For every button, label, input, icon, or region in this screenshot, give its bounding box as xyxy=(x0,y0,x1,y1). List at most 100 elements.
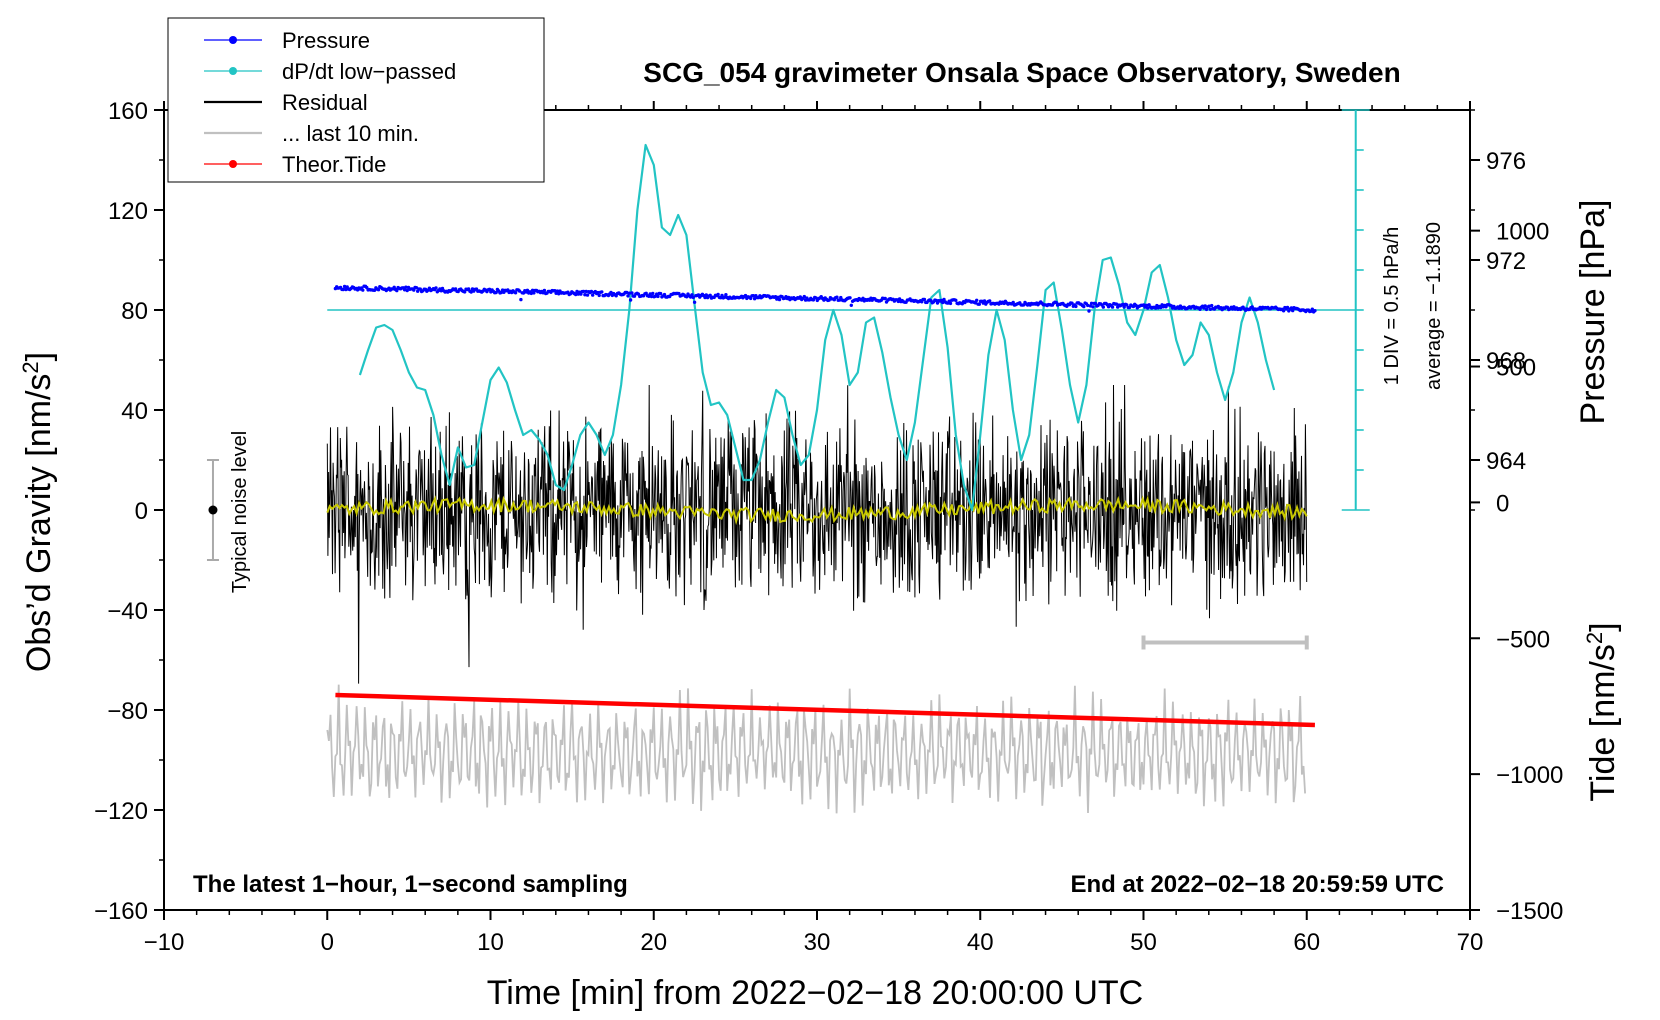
pressure-point xyxy=(1281,309,1286,313)
pressure-point xyxy=(597,293,601,298)
pressure-point xyxy=(1114,302,1119,306)
pressure-point xyxy=(1144,303,1149,307)
pressure-point xyxy=(1054,300,1059,305)
pressure-point xyxy=(691,295,695,300)
legend-label: dP/dt low−passed xyxy=(282,59,456,84)
y-tick-label: 40 xyxy=(121,398,148,425)
tide-tick-label: −1500 xyxy=(1496,898,1563,925)
pressure-point xyxy=(703,295,707,300)
series-layer xyxy=(326,143,1356,814)
pressure-point xyxy=(814,296,818,300)
legend-swatch-dot xyxy=(229,160,237,168)
pressure-point xyxy=(519,297,523,302)
pressure-point xyxy=(848,296,852,300)
pressure-point xyxy=(517,289,522,293)
chart-title: SCG_054 gravimeter Onsala Space Observat… xyxy=(643,57,1400,88)
x-tick-label: −10 xyxy=(144,929,185,956)
tide-axis-title-end: ] xyxy=(1584,622,1622,631)
pressure-point xyxy=(973,301,978,305)
series-last-10-min xyxy=(326,684,1306,814)
pressure-point xyxy=(513,291,518,295)
pressure-point xyxy=(553,289,557,293)
y-tick-label: 120 xyxy=(108,198,148,225)
pressure-tick-label: 972 xyxy=(1486,248,1526,275)
tide-tick-label: −500 xyxy=(1496,626,1550,653)
pressure-point xyxy=(751,294,755,298)
y-axis-title-main: Obs’d Gravity [nm/s xyxy=(20,374,58,673)
pressure-point xyxy=(1210,303,1214,308)
tide-axis-title: Tide [nm/s2] xyxy=(1582,622,1622,801)
pressure-point xyxy=(649,294,654,299)
y-tick-label: 80 xyxy=(121,298,148,325)
x-tick-label: 10 xyxy=(477,929,504,956)
pressure-point xyxy=(658,291,663,296)
pressure-point xyxy=(690,293,694,297)
tide-tick-label: 0 xyxy=(1496,490,1509,517)
scale-avg-label: average = −1.1890 xyxy=(1423,222,1445,390)
pressure-point xyxy=(555,289,560,293)
pressure-point xyxy=(1291,308,1295,313)
pressure-point xyxy=(529,291,533,296)
pressure-point xyxy=(402,288,407,292)
pressure-point xyxy=(1011,300,1015,305)
y-tick-label: −120 xyxy=(94,798,148,825)
pressure-point xyxy=(1208,307,1213,311)
pressure-point xyxy=(405,288,409,293)
pressure-point xyxy=(342,284,347,289)
y-tick-label: 0 xyxy=(135,498,148,525)
note-bottom-right: End at 2022−02−18 20:59:59 UTC xyxy=(1070,871,1444,898)
x-tick-label: 40 xyxy=(967,929,994,956)
tide-axis-title-main: Tide [nm/s xyxy=(1584,644,1622,801)
pressure-point xyxy=(372,288,377,292)
y-tick-label: 160 xyxy=(108,98,148,125)
x-tick-label: 60 xyxy=(1293,929,1320,956)
pressure-point xyxy=(977,302,981,306)
series-residual xyxy=(326,384,1308,684)
pressure-point xyxy=(861,296,865,300)
pressure-point xyxy=(414,286,419,290)
pressure-point xyxy=(630,291,634,295)
pressure-point xyxy=(1121,302,1125,307)
pressure-point xyxy=(722,295,727,299)
pressure-point xyxy=(954,298,958,302)
pressure-point xyxy=(506,288,510,292)
pressure-point xyxy=(648,292,652,296)
pressure-point xyxy=(948,301,953,306)
pressure-point xyxy=(579,292,583,296)
y-axis-title-end: ] xyxy=(20,352,58,361)
pressure-point xyxy=(883,296,887,301)
pressure-point xyxy=(798,295,802,299)
pressure-point xyxy=(656,294,660,299)
pressure-point xyxy=(627,291,631,295)
pressure-point xyxy=(922,297,927,302)
pressure-point xyxy=(344,287,348,292)
pressure-point xyxy=(1087,309,1091,313)
pressure-tick-label: 964 xyxy=(1486,448,1526,475)
axes-layer: −10 0 10 20 30 40 50 60 70 −160 −120 −80 −40 0 40 80 120… xyxy=(94,98,1563,956)
pressure-point xyxy=(525,288,530,292)
series-theor-tide xyxy=(335,692,1315,728)
pressure-point xyxy=(1153,306,1158,310)
series-pressure xyxy=(333,284,1317,314)
pressure-point xyxy=(1289,306,1294,310)
pressure-point xyxy=(708,293,712,297)
noise-label: Typical noise level xyxy=(229,431,251,593)
pressure-point xyxy=(837,298,842,302)
pressure-point xyxy=(1070,301,1074,305)
pressure-point xyxy=(1250,305,1254,309)
y-tick-label: −160 xyxy=(94,898,148,925)
legend-swatch-dot xyxy=(229,36,237,44)
pressure-point xyxy=(1088,304,1093,308)
pressure-point xyxy=(988,299,992,303)
pressure-point xyxy=(749,296,753,301)
pressure-point xyxy=(542,288,547,293)
pressure-point xyxy=(692,300,697,304)
pressure-point xyxy=(1159,305,1163,310)
legend-label: Pressure xyxy=(282,28,370,53)
pressure-point xyxy=(494,290,498,295)
pressure-point xyxy=(591,293,595,297)
legend-label: ... last 10 min. xyxy=(282,121,419,146)
pressure-point xyxy=(557,292,561,296)
pressure-point xyxy=(716,292,720,297)
pressure-point xyxy=(404,285,408,289)
